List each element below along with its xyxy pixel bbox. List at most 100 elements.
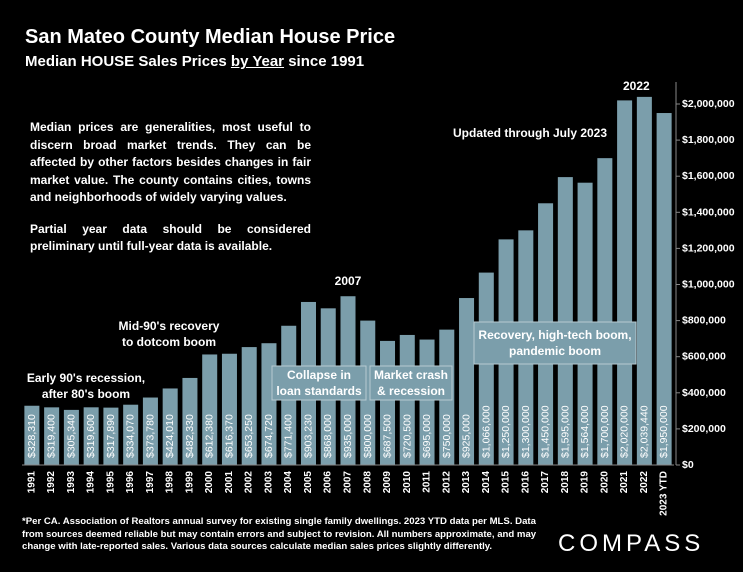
x-tick-label: 2017 [540,471,551,494]
x-tick-label: 2022 [639,471,650,494]
y-tick-label: $600,000 [682,351,726,363]
chart-title: San Mateo County Median House Price [25,26,396,48]
x-tick-label: 2008 [362,471,373,494]
bar-value-label: $373,780 [144,414,156,458]
bar-value-label: $1,564,000 [579,405,591,458]
x-tick-label: 2021 [619,471,630,494]
y-tick-label: $1,000,000 [682,279,735,291]
bar-value-label: $305,340 [65,414,77,458]
bar-value-label: $653,250 [243,414,255,458]
annotation-updated: Updated through July 2023 [453,126,607,140]
x-tick-label: 1993 [66,471,77,494]
bar-1999 [182,377,198,465]
bar-value-label: $868,000 [322,414,334,458]
x-tick-label: 1994 [86,471,97,494]
chart-subtitle: Median HOUSE Sales Prices by Year since … [25,53,364,70]
notes-paragraph-1: Median prices are generalities, most use… [30,120,311,204]
x-tick-label: 2004 [283,471,294,494]
annotation-collapse: Collapse in [287,368,351,382]
bar-2008 [360,320,376,465]
x-tick-label: 2005 [303,471,314,494]
y-tick-label: $0 [682,459,694,471]
subtitle-post: since 1991 [284,53,365,70]
x-tick-label: 2014 [481,471,492,494]
x-tick-label: 2006 [323,471,334,494]
x-tick-label: 2018 [560,471,571,494]
x-tick-label: 2000 [204,471,215,494]
y-tick-label: $1,400,000 [682,206,735,218]
annotation-recovery: Recovery, high-tech boom, [478,328,631,342]
x-tick-label: 2003 [263,471,274,494]
x-tick-label: 2012 [441,471,452,494]
x-tick-label: 1997 [145,471,156,494]
bar-value-label: $903,230 [302,414,314,458]
y-tick-label: $2,000,000 [682,98,735,110]
subtitle-underlined: by Year [230,53,285,70]
y-axis: $0 $200,000 $400,000 $600,000 $800,000 $1,000… [675,81,735,471]
annotation-crash: & recession [377,384,445,398]
x-tick-label: 1999 [184,471,195,494]
annotation-early-90s: after 80's boom [42,387,130,401]
bar-1993 [63,409,79,465]
annotation-mid-90s: to dotcom boom [122,335,216,349]
bar-value-label: $1,950,000 [658,405,670,458]
bar-value-label: $687,500 [382,414,394,458]
bar-value-label: $1,250,000 [500,405,512,458]
annotation-collapse-box [271,365,367,401]
bar-value-label: $935,000 [342,414,354,458]
x-tick-label: 1995 [105,471,116,494]
bar-2021 [617,100,633,465]
y-tick-label: $400,000 [682,387,726,399]
x-tick-label: 2009 [382,471,393,494]
bar-2020 [597,158,613,465]
bar-value-label: $925,000 [461,414,473,458]
bar-2013 [459,298,475,465]
bar-value-label: $328,310 [26,414,38,458]
x-tick-label: 2001 [224,471,235,494]
bar-value-label: $482,330 [184,414,196,458]
x-tick-label: 2015 [501,471,512,494]
bar-1992 [44,407,60,465]
bar-2002 [241,347,257,465]
x-tick-label: 2011 [422,471,433,493]
x-tick-label: 1996 [125,471,136,494]
annotation-crash-box [369,365,453,401]
bar-value-label: $695,000 [421,414,433,458]
bar-2001 [221,353,237,465]
notes-paragraph-2: Partial year data should be considered p… [30,221,311,254]
bar-1995 [103,407,119,465]
x-tick-label: 2023 YTD [659,471,670,516]
bar-value-label: $1,300,000 [520,405,532,458]
x-tick-label: 1998 [165,471,176,494]
bar-1996 [123,404,139,465]
bar-value-label: $616,370 [223,414,235,458]
bar-value-label: $2,039,440 [638,405,650,458]
x-tick-label: 2013 [461,471,472,494]
x-tick-label: 2007 [343,471,354,494]
y-tick-label: $800,000 [682,315,726,327]
x-axis: 1991 1992 1993 1994 1995 1996 1997 1998 1999 2000… [22,464,674,516]
footnote: *Per CA. Association of Realtors annual … [22,516,537,552]
bar-1991 [24,405,40,465]
y-tick-label: $1,200,000 [682,242,735,254]
y-tick-label: $200,000 [682,423,726,435]
bar-2023-ytd [656,113,672,466]
bar-2022 [636,96,652,466]
x-tick-label: 1991 [26,471,37,494]
bar-value-label: $334,070 [125,414,137,458]
bar-1997 [142,397,158,465]
bar-2000 [202,354,218,465]
annotation-2007: 2007 [335,274,362,288]
x-tick-label: 2016 [520,471,531,494]
bar-value-label: $720,500 [401,414,413,458]
bar-value-label: $319,400 [46,414,58,458]
x-tick-label: 2010 [402,471,413,494]
notes-text: Median prices are generalities, most use… [30,119,311,270]
annotation-crash: Market crash [374,368,448,382]
annotation-early-90s: Early 90's recession, [27,371,145,385]
annotation-recovery: pandemic boom [509,344,601,358]
bar-value-label: $1,595,000 [559,405,571,458]
y-tick-label: $1,800,000 [682,134,735,146]
bar-value-label: $750,000 [441,414,453,458]
compass-logo: COMPASS [558,530,705,557]
